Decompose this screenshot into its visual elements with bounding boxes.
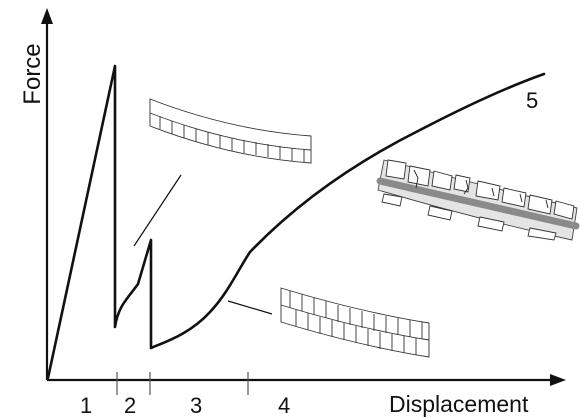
crack-band xyxy=(376,177,580,230)
beam-inset-bottom xyxy=(280,287,430,358)
force-displacement-curve xyxy=(46,64,546,380)
y-axis-label: Force xyxy=(19,43,46,105)
stage-label-2: 2 xyxy=(124,393,137,418)
x-axis-label: Displacement xyxy=(389,391,529,417)
stage-ticks xyxy=(116,372,249,395)
beam-inset-damaged xyxy=(376,159,580,241)
x-axis-arrowhead xyxy=(550,374,566,386)
beam-bottom-outline xyxy=(280,287,430,358)
beam-top-outline xyxy=(149,98,312,164)
beam-top-cracks xyxy=(159,116,305,162)
y-axis-arrowhead xyxy=(41,8,53,24)
leader-line-bottom xyxy=(227,300,273,315)
beam-bottom-cracks xyxy=(289,291,423,355)
stage-label-3: 3 xyxy=(190,393,203,418)
stage-label-4: 4 xyxy=(278,393,291,418)
stage-label-5: 5 xyxy=(526,88,539,113)
damaged-beam-cracks xyxy=(413,169,549,209)
leader-line-top xyxy=(133,174,182,247)
beam-bottom-layer xyxy=(280,304,430,341)
damaged-beam-blocks xyxy=(381,159,575,241)
axes xyxy=(41,8,566,386)
beam-inset-top xyxy=(149,98,312,164)
stage-label-1: 1 xyxy=(80,393,93,418)
